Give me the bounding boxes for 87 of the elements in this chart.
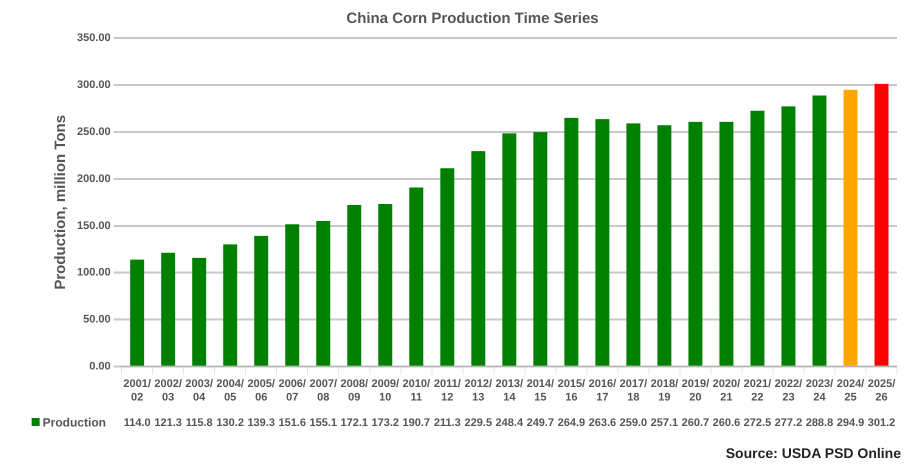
legend-label: Production: [42, 415, 106, 430]
bar: [223, 244, 238, 366]
bar: [161, 252, 176, 366]
y-tick-label: 200.00: [76, 172, 111, 185]
x-tick-label: 2017/18: [620, 378, 648, 404]
x-tick-label: 2007/08: [309, 378, 338, 404]
x-tick-label: 2018/19: [650, 378, 678, 404]
bar: [440, 168, 454, 366]
data-label: 277.2: [774, 417, 802, 430]
bar: [719, 122, 734, 366]
data-label: 260.7: [682, 417, 710, 430]
data-label: 114.0: [124, 417, 151, 430]
x-tick-label: 2015/16: [558, 378, 586, 404]
bar: [657, 125, 672, 366]
x-tick-label: 2023/24: [806, 378, 834, 404]
x-tick-label: 2011/12: [434, 378, 461, 404]
bar: [626, 123, 640, 366]
data-label: 211.3: [434, 417, 461, 430]
data-label: 272.5: [744, 417, 772, 430]
bar: [595, 119, 610, 366]
x-tick-label: 2021/22: [744, 378, 772, 404]
y-tick-label: 0.00: [89, 360, 111, 373]
bar: [688, 122, 702, 366]
x-tick-label: 2002/03: [154, 378, 182, 404]
data-label: 155.1: [309, 417, 338, 430]
x-tick-label: 2024/25: [836, 378, 864, 404]
bar: [130, 260, 144, 366]
y-tick-label: 150.00: [76, 220, 111, 232]
data-label: 229.5: [464, 417, 492, 430]
data-label: 248.4: [496, 417, 524, 430]
bar: [502, 133, 516, 366]
bar: [781, 106, 796, 366]
data-label: 121.3: [154, 417, 182, 430]
bar: [285, 224, 300, 366]
data-label: 263.6: [588, 417, 616, 430]
data-label: 264.9: [558, 417, 586, 430]
x-tick-label: 2019/20: [682, 378, 710, 404]
bar: [254, 236, 268, 366]
data-label: 294.9: [836, 417, 864, 430]
y-axis-title: Production, million Tons: [52, 114, 70, 290]
y-tick-label: 250.00: [76, 126, 111, 138]
data-label: 249.7: [526, 417, 554, 430]
bar: [471, 151, 486, 366]
bar: [844, 90, 858, 366]
data-label: 260.6: [712, 417, 740, 430]
y-tick-label: 300.00: [76, 78, 111, 91]
x-tick-label: 2005/06: [247, 378, 275, 404]
bar: [409, 188, 424, 366]
x-tick-label: 2020/21: [712, 378, 740, 404]
data-label: 130.2: [216, 417, 244, 430]
bar: [874, 84, 888, 366]
x-tick-label: 2004/05: [216, 378, 244, 404]
x-tick-label: 2013/14: [496, 378, 524, 404]
source-note: Source: USDA PSD Online: [726, 444, 902, 461]
bar: [750, 110, 764, 366]
x-tick-label: 2003/04: [185, 378, 213, 404]
data-label: 288.8: [806, 417, 834, 430]
x-tick-label: 2008/09: [340, 378, 368, 404]
x-tick-label: 2025/26: [868, 378, 896, 404]
bar: [192, 258, 206, 366]
x-tick-label: 2016/17: [588, 378, 616, 404]
y-tick-label: 350.00: [76, 32, 111, 44]
chart-title: China Corn Production Time Series: [346, 10, 599, 28]
data-label: 259.0: [620, 417, 648, 430]
x-tick-label: 2010/11: [402, 378, 430, 404]
bar: [812, 95, 826, 366]
bar: [533, 132, 548, 366]
data-label: 257.1: [650, 417, 678, 430]
bar: [347, 205, 362, 366]
x-tick-label: 2012/13: [464, 378, 492, 404]
bar: [316, 220, 330, 366]
data-label: 172.1: [340, 417, 368, 430]
x-tick-label: 2022/23: [774, 378, 802, 404]
data-label: 301.2: [868, 417, 896, 430]
data-label: 173.2: [372, 417, 400, 430]
y-tick-label: 50.00: [83, 314, 111, 326]
bar: [378, 204, 392, 366]
data-label: 190.7: [402, 417, 430, 430]
bar: [564, 118, 578, 366]
x-tick-label: 2014/15: [526, 378, 554, 404]
x-tick-label: 2001/02: [123, 378, 151, 404]
data-label: 139.3: [247, 417, 275, 430]
x-tick-label: 2009/10: [372, 378, 400, 404]
data-label: 115.8: [186, 417, 213, 430]
y-tick-label: 100.00: [76, 266, 111, 279]
x-tick-label: 2006/07: [278, 378, 306, 404]
data-label: 151.6: [278, 417, 306, 430]
